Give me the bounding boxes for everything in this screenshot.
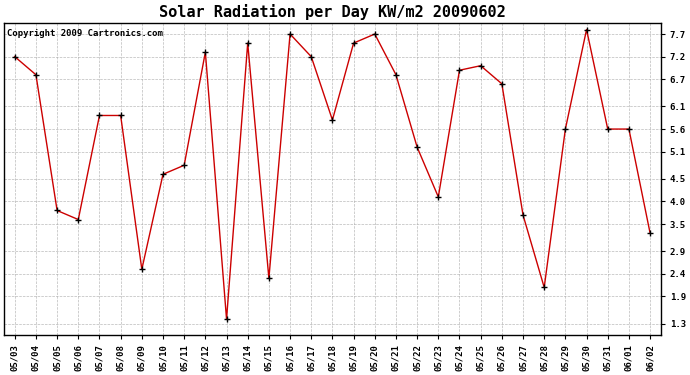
Title: Solar Radiation per Day KW/m2 20090602: Solar Radiation per Day KW/m2 20090602 <box>159 4 506 20</box>
Text: Copyright 2009 Cartronics.com: Copyright 2009 Cartronics.com <box>8 29 164 38</box>
